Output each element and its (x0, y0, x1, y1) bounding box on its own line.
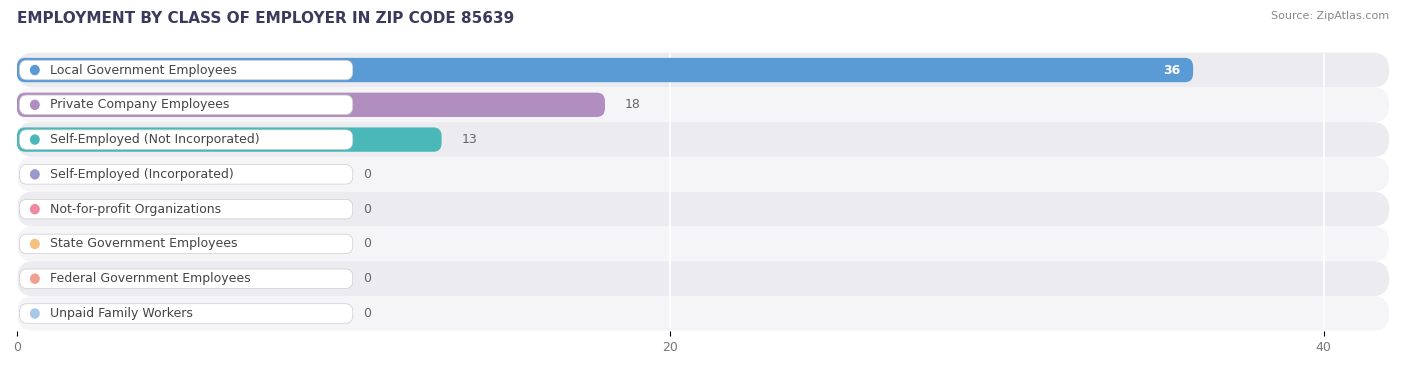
FancyBboxPatch shape (17, 53, 1389, 88)
FancyBboxPatch shape (17, 296, 1389, 331)
FancyBboxPatch shape (20, 304, 353, 323)
FancyBboxPatch shape (20, 199, 353, 219)
Text: 18: 18 (624, 98, 641, 111)
Text: Not-for-profit Organizations: Not-for-profit Organizations (49, 203, 221, 216)
Text: Unpaid Family Workers: Unpaid Family Workers (49, 307, 193, 320)
Text: 36: 36 (1163, 64, 1180, 77)
Text: Local Government Employees: Local Government Employees (49, 64, 236, 77)
Circle shape (31, 65, 39, 74)
Text: 0: 0 (363, 272, 371, 285)
Text: 0: 0 (363, 307, 371, 320)
FancyBboxPatch shape (20, 234, 353, 254)
Text: Private Company Employees: Private Company Employees (49, 98, 229, 111)
Text: 0: 0 (363, 203, 371, 216)
FancyBboxPatch shape (17, 88, 1389, 122)
FancyBboxPatch shape (20, 130, 353, 149)
Text: Self-Employed (Not Incorporated): Self-Employed (Not Incorporated) (49, 133, 259, 146)
FancyBboxPatch shape (17, 261, 1389, 296)
Circle shape (31, 100, 39, 109)
Text: EMPLOYMENT BY CLASS OF EMPLOYER IN ZIP CODE 85639: EMPLOYMENT BY CLASS OF EMPLOYER IN ZIP C… (17, 11, 515, 26)
FancyBboxPatch shape (17, 58, 1194, 82)
FancyBboxPatch shape (20, 269, 353, 288)
Circle shape (31, 135, 39, 144)
FancyBboxPatch shape (20, 165, 353, 184)
FancyBboxPatch shape (17, 192, 1389, 226)
Text: Source: ZipAtlas.com: Source: ZipAtlas.com (1271, 11, 1389, 21)
Circle shape (31, 205, 39, 214)
Text: State Government Employees: State Government Employees (49, 237, 238, 250)
Text: Federal Government Employees: Federal Government Employees (49, 272, 250, 285)
Circle shape (31, 170, 39, 179)
FancyBboxPatch shape (17, 127, 441, 152)
Circle shape (31, 240, 39, 249)
FancyBboxPatch shape (20, 60, 353, 80)
Circle shape (31, 274, 39, 283)
Circle shape (31, 309, 39, 318)
FancyBboxPatch shape (17, 157, 1389, 192)
Text: Self-Employed (Incorporated): Self-Employed (Incorporated) (49, 168, 233, 181)
Text: 0: 0 (363, 237, 371, 250)
Text: 0: 0 (363, 168, 371, 181)
FancyBboxPatch shape (17, 122, 1389, 157)
Text: 13: 13 (461, 133, 477, 146)
FancyBboxPatch shape (20, 95, 353, 115)
FancyBboxPatch shape (17, 226, 1389, 261)
FancyBboxPatch shape (17, 92, 605, 117)
